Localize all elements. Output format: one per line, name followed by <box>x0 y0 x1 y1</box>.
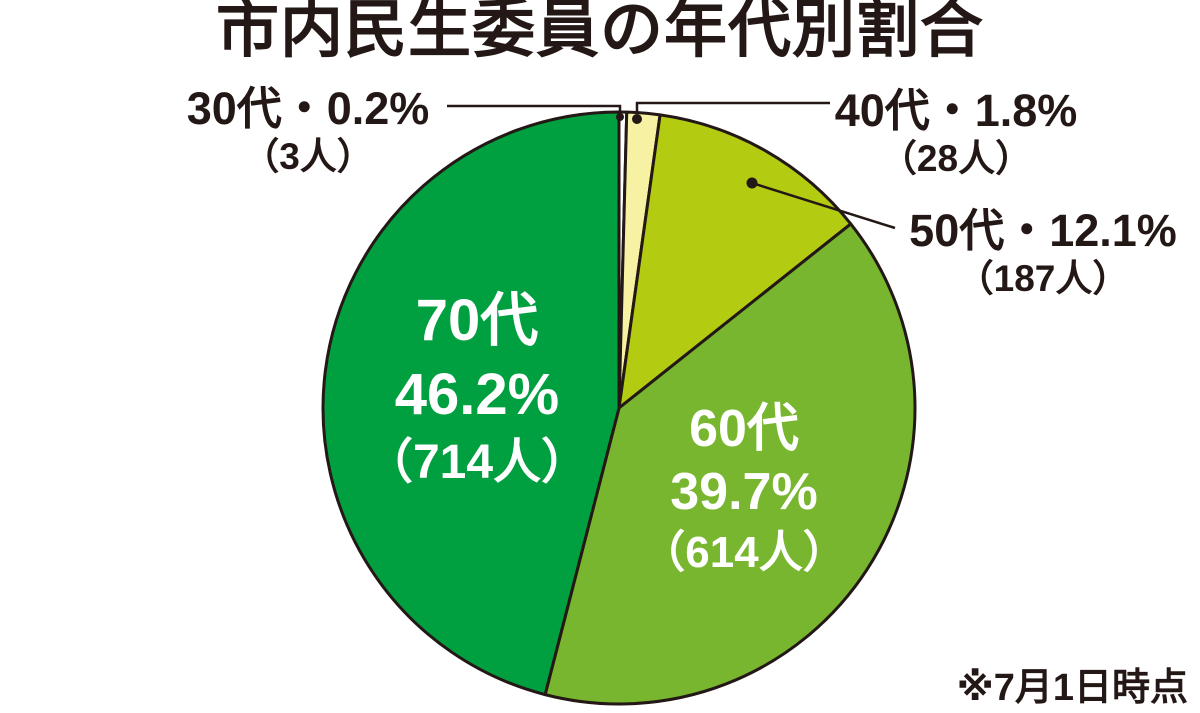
pie-slices <box>321 110 917 706</box>
callout-50s-count: （187人） <box>956 257 1130 299</box>
callout-dot-50s <box>746 177 758 189</box>
slice-label-70s-percent: 46.2% <box>394 362 560 428</box>
callout-30s-label: 30代・0.2% <box>186 83 430 134</box>
pie-slice-60s <box>543 222 917 706</box>
callout-50s: 50代・12.1% （187人） <box>893 207 1193 299</box>
leader-line-50s <box>751 181 896 230</box>
callout-30s-count: （3人） <box>242 135 374 177</box>
slice-label-70s-count: （714人） <box>364 436 590 490</box>
slice-label-60s-count: （614人） <box>641 527 847 577</box>
leader-line-30s <box>447 104 622 113</box>
callout-40s-label: 40代・1.8% <box>834 85 1078 136</box>
slice-label-60s: 60代 39.7% （614人） <box>569 398 919 580</box>
callout-40s-count: （28人） <box>879 137 1033 179</box>
chart-title: 市内民生委員の年代別割合 <box>216 0 984 65</box>
slice-label-60s-percent: 39.7% <box>670 463 818 522</box>
callout-dot-30s <box>616 113 624 121</box>
slice-label-60s-age: 60代 <box>689 400 799 458</box>
callout-40s: 40代・1.8% （28人） <box>828 87 1084 179</box>
footnote: ※7月1日時点 <box>956 667 1188 709</box>
slice-label-70s: 70代 46.2% （714人） <box>302 284 652 495</box>
callout-30s: 30代・0.2% （3人） <box>163 85 453 177</box>
callout-50s-label: 50代・12.1% <box>909 205 1177 256</box>
leader-lines <box>447 101 896 230</box>
callout-dot-40s <box>632 114 642 124</box>
leader-line-40s <box>635 101 830 113</box>
slice-label-70s-age: 70代 <box>415 288 539 353</box>
pie-slice-70s <box>321 110 621 697</box>
